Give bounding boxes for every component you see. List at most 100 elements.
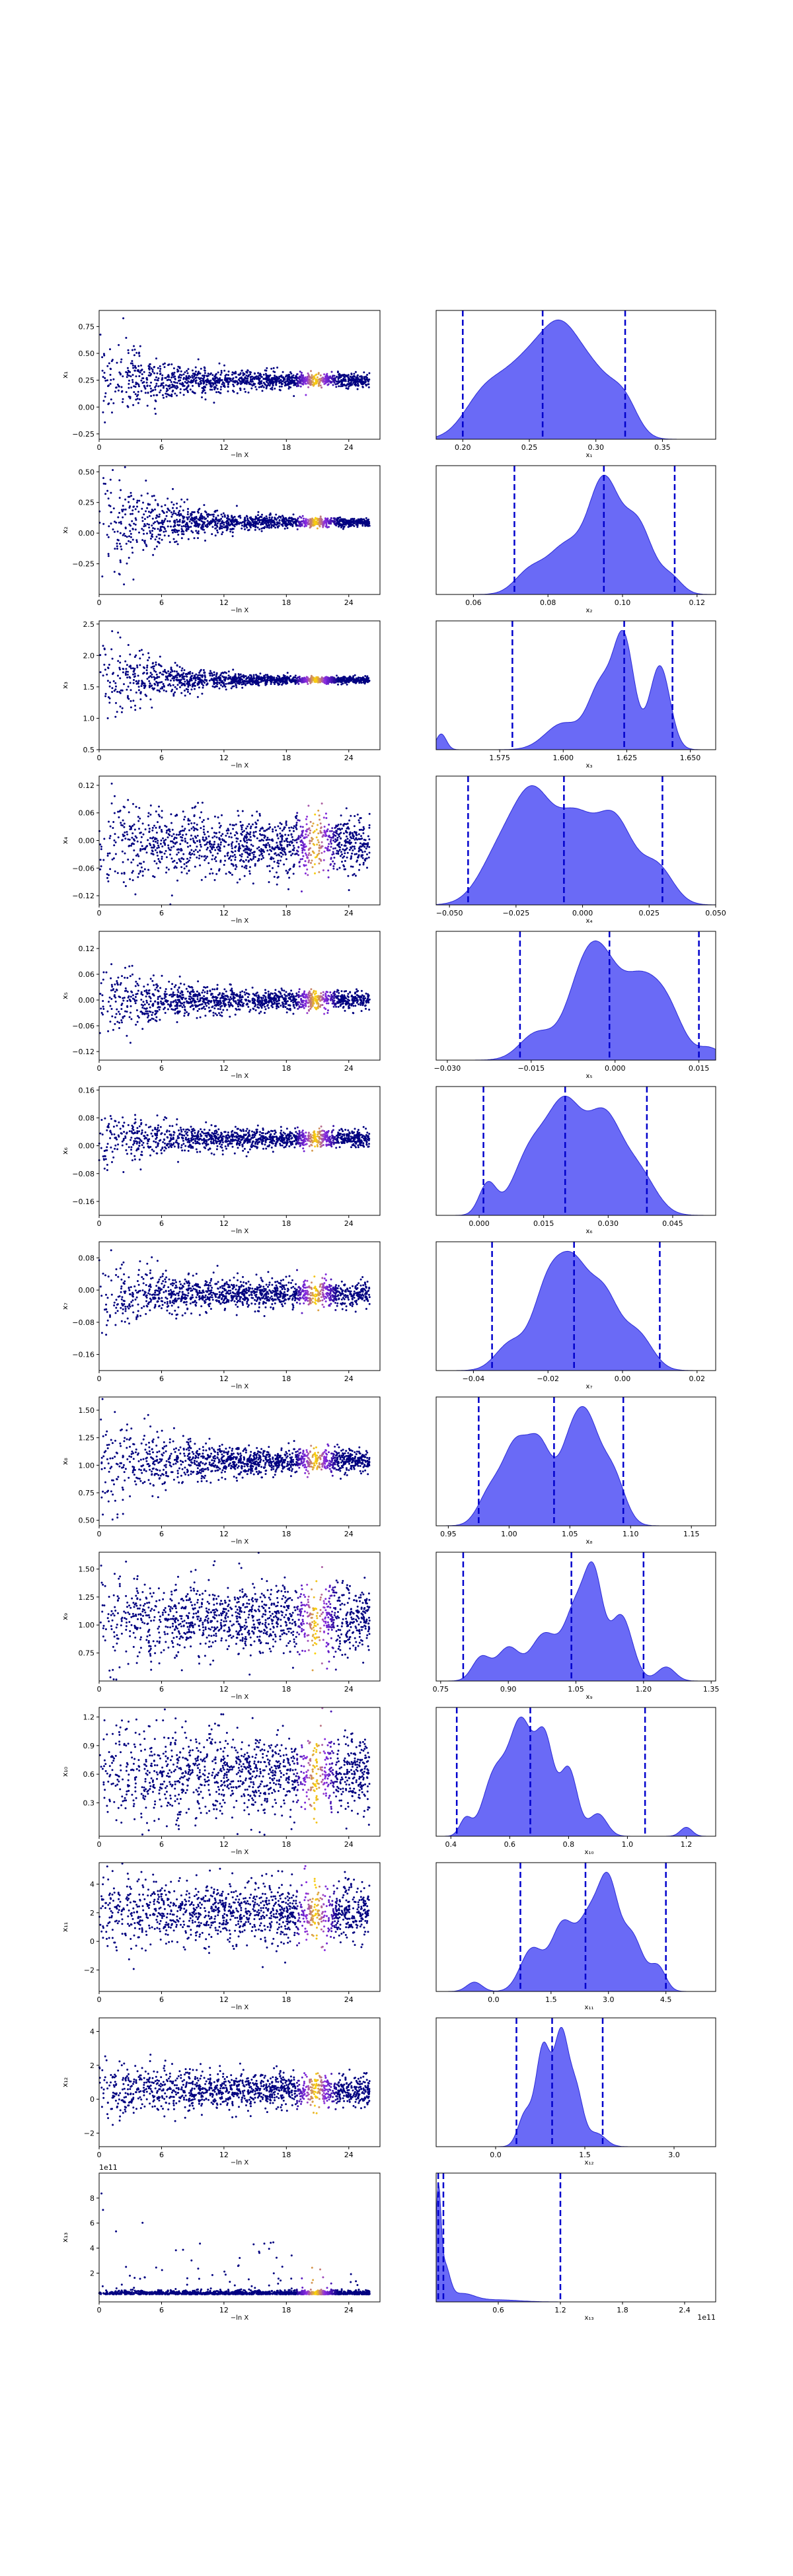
scatter-point bbox=[347, 826, 350, 828]
scatter-point bbox=[258, 830, 261, 832]
x-tick-label: 1.600 bbox=[553, 754, 574, 762]
scatter-point bbox=[125, 371, 128, 373]
scatter-point bbox=[183, 388, 186, 391]
scatter-point bbox=[111, 359, 114, 361]
scatter-point bbox=[119, 705, 122, 708]
scatter-point bbox=[206, 684, 208, 686]
density-xlabel: x₁ bbox=[586, 452, 593, 459]
scatter-point bbox=[259, 672, 262, 675]
scatter-point bbox=[179, 505, 182, 508]
scatter-point bbox=[277, 865, 280, 867]
scatter-point bbox=[192, 384, 194, 387]
density-xlabel: x₂ bbox=[586, 607, 593, 614]
scatter-point bbox=[339, 828, 342, 831]
scatter-point bbox=[124, 534, 126, 537]
scatter-point bbox=[348, 385, 350, 388]
scatter-point bbox=[262, 377, 265, 380]
scatter-point bbox=[163, 852, 166, 855]
scatter-point bbox=[324, 682, 326, 684]
scatter-point bbox=[216, 683, 219, 686]
scatter-point bbox=[272, 367, 275, 369]
scatter-point bbox=[340, 814, 342, 817]
scatter-point bbox=[250, 825, 252, 828]
scatter-point bbox=[278, 676, 281, 679]
scatter-point bbox=[321, 841, 323, 843]
scatter-point bbox=[213, 524, 216, 526]
scatter-point bbox=[319, 378, 321, 380]
scatter-point bbox=[196, 840, 198, 842]
scatter-point bbox=[118, 371, 121, 374]
scatter-point bbox=[248, 839, 250, 841]
scatter-point bbox=[299, 826, 302, 828]
scatter-point bbox=[219, 684, 222, 686]
scatter-point bbox=[335, 386, 338, 388]
scatter-point bbox=[255, 388, 258, 391]
scatter-point bbox=[223, 515, 226, 518]
scatter-point bbox=[275, 524, 278, 526]
scatter-point bbox=[332, 867, 335, 870]
scatter-point bbox=[317, 824, 319, 826]
scatter-point bbox=[208, 835, 210, 838]
scatter-point bbox=[280, 823, 283, 826]
scatter-point bbox=[301, 890, 303, 893]
scatter-point bbox=[150, 511, 153, 513]
scatter-point bbox=[301, 371, 303, 374]
scatter-point bbox=[235, 683, 237, 686]
scatter-point bbox=[245, 375, 248, 377]
scatter-point bbox=[163, 686, 165, 688]
scatter-point bbox=[276, 676, 278, 679]
scatter-point bbox=[283, 527, 286, 530]
scatter-point bbox=[231, 516, 233, 519]
scatter-point bbox=[218, 679, 221, 682]
scatter-point bbox=[273, 861, 276, 863]
scatter-point bbox=[181, 825, 184, 828]
scatter-point bbox=[274, 847, 276, 850]
scatter-point bbox=[124, 526, 127, 529]
scatter-point bbox=[170, 668, 173, 671]
scatter-point bbox=[336, 520, 339, 522]
scatter-point bbox=[235, 505, 238, 507]
scatter-point bbox=[221, 685, 224, 688]
scatter-point bbox=[367, 383, 369, 386]
x-tick-label: 1.625 bbox=[617, 754, 638, 762]
scatter-point bbox=[280, 381, 282, 384]
scatter-point bbox=[202, 378, 205, 381]
scatter-point bbox=[363, 828, 365, 830]
scatter-point bbox=[176, 369, 179, 371]
scatter-point bbox=[354, 382, 357, 384]
scatter-point bbox=[142, 377, 145, 380]
scatter-point bbox=[122, 819, 124, 822]
scatter-point bbox=[178, 524, 181, 526]
scatter-point bbox=[283, 826, 285, 829]
scatter-point bbox=[119, 559, 122, 561]
scatter-point bbox=[147, 676, 150, 678]
scatter-point bbox=[151, 706, 153, 709]
scatter-point bbox=[172, 367, 175, 370]
scatter-point bbox=[179, 388, 182, 390]
scatter-point bbox=[224, 686, 227, 688]
scatter-point bbox=[100, 845, 102, 848]
scatter-point bbox=[191, 390, 194, 393]
scatter-point bbox=[197, 674, 200, 676]
scatter-point bbox=[336, 371, 339, 374]
scatter-point bbox=[126, 673, 129, 676]
scatter-point bbox=[245, 515, 248, 517]
scatter-point bbox=[211, 374, 214, 376]
scatter-point bbox=[318, 678, 321, 681]
scatter-point bbox=[202, 380, 205, 383]
scatter-point bbox=[254, 526, 256, 528]
scatter-point bbox=[317, 372, 320, 375]
scatter-point bbox=[323, 680, 326, 682]
scatter-point bbox=[230, 836, 233, 839]
scatter-point bbox=[245, 865, 247, 867]
scatter-point bbox=[135, 680, 137, 682]
scatter-point bbox=[137, 352, 140, 355]
scatter-point bbox=[317, 384, 320, 387]
scatter-point bbox=[104, 493, 107, 495]
scatter-point bbox=[157, 528, 159, 530]
scatter-point bbox=[248, 522, 250, 524]
scatter-point bbox=[272, 828, 274, 831]
scatter-point bbox=[138, 375, 141, 377]
scatter-point bbox=[170, 857, 173, 860]
scatter-point bbox=[154, 388, 157, 391]
